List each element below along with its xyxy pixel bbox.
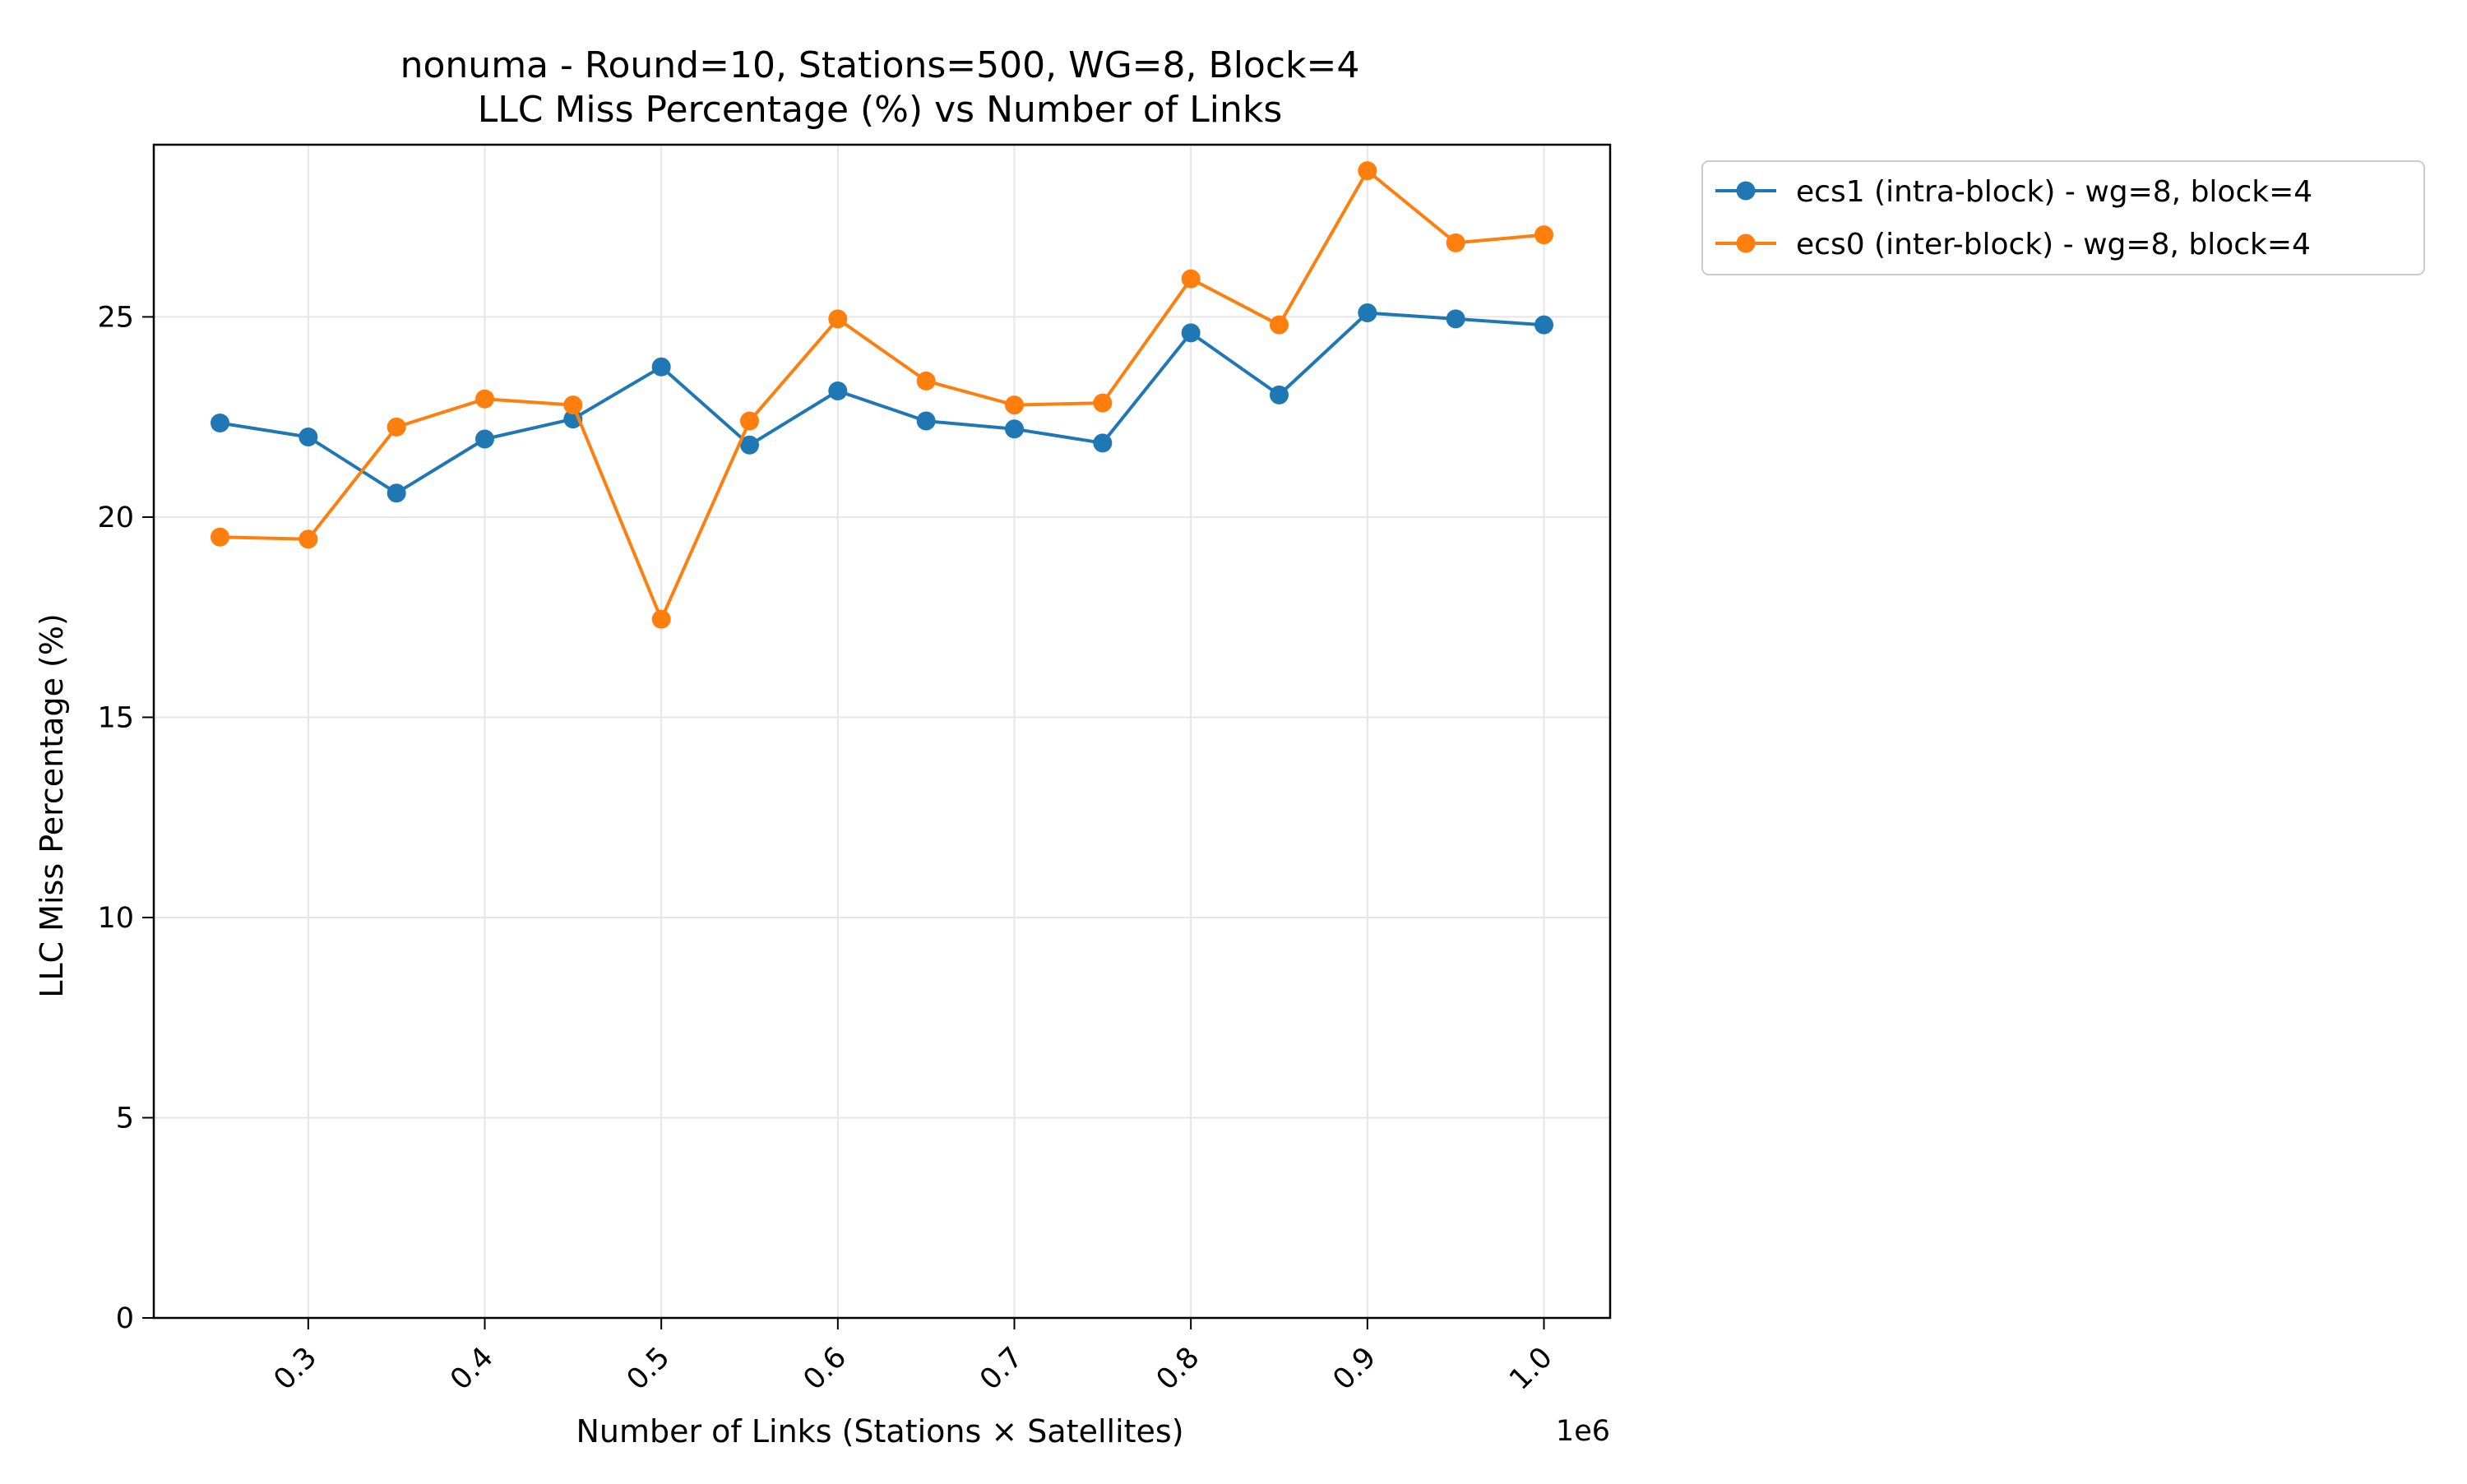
data-point: [651, 357, 671, 377]
y-axis-label: LLC Miss Percentage (%): [34, 613, 70, 998]
data-point: [1005, 395, 1024, 415]
series-lines: [211, 161, 1553, 629]
y-tick-label: 0: [116, 1302, 134, 1335]
axes: [152, 143, 1612, 1320]
data-point: [1270, 315, 1289, 335]
legend-label-ecs0: ecs0 (inter-block) - wg=8, block=4: [1796, 228, 2311, 261]
legend-label-ecs1: ecs1 (intra-block) - wg=8, block=4: [1796, 175, 2312, 209]
y-tick-label: 20: [97, 502, 134, 534]
data-point: [916, 371, 936, 391]
data-point: [740, 435, 759, 455]
data-point: [1181, 269, 1201, 289]
data-point: [211, 413, 229, 432]
data-point: [563, 395, 583, 415]
data-point: [740, 411, 759, 431]
data-point: [828, 309, 848, 329]
y-tick-label: 15: [97, 701, 134, 734]
data-point: [1358, 303, 1377, 323]
legend: ecs1 (intra-block) - wg=8, block=4 ecs0 …: [1701, 160, 2425, 275]
data-point: [1093, 393, 1113, 413]
y-tick-label: 10: [97, 902, 134, 935]
series-line-1: [220, 169, 1544, 622]
data-point: [386, 483, 406, 503]
legend-box: [1701, 160, 2425, 275]
data-point: [1534, 225, 1553, 245]
data-point: [475, 389, 494, 409]
legend-marker-ecs0: [1736, 233, 1756, 253]
legend-marker-ecs1: [1736, 181, 1756, 201]
data-point: [651, 609, 671, 629]
data-point: [299, 428, 318, 447]
data-point: [211, 527, 229, 547]
series-line-0: [220, 311, 1544, 495]
data-point: [916, 411, 936, 431]
chart-title: nonuma - Round=10, Stations=500, WG=8, B…: [400, 44, 1360, 86]
data-point: [1446, 233, 1465, 252]
data-point: [1358, 161, 1377, 181]
plot-frame: [152, 143, 1612, 1320]
data-point: [1181, 323, 1201, 343]
chart-subtitle: LLC Miss Percentage (%) vs Number of Lin…: [478, 89, 1283, 131]
data-point: [1093, 433, 1113, 453]
data-point: [1005, 419, 1024, 439]
data-point: [299, 529, 318, 549]
data-point: [386, 417, 406, 437]
x-axis-offset-label: 1e6: [1556, 1415, 1610, 1448]
data-point: [1534, 315, 1553, 335]
data-point: [1446, 309, 1465, 329]
y-tick-label: 5: [116, 1102, 134, 1135]
data-point: [828, 381, 848, 401]
x-axis-label: Number of Links (Stations × Satellites): [576, 1413, 1183, 1449]
y-tick-label: 25: [97, 301, 134, 334]
data-point: [1270, 385, 1289, 405]
data-point: [475, 429, 494, 449]
